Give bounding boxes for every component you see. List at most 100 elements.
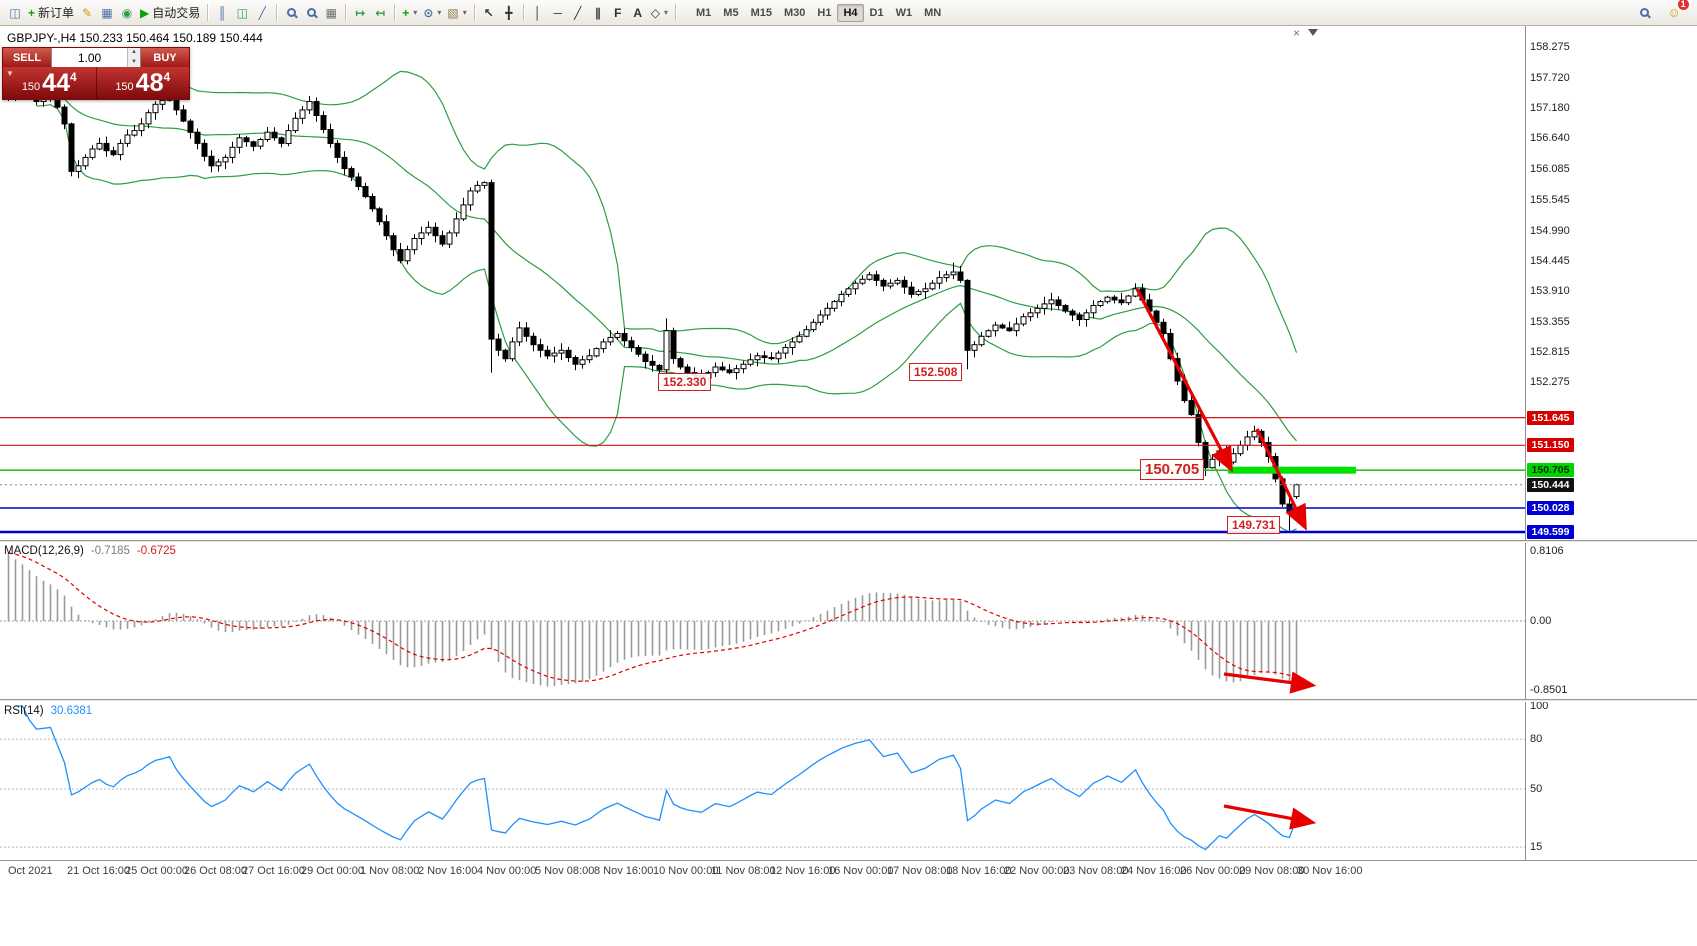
- buy-price-base: 150: [115, 80, 134, 93]
- macd-indicator-canvas[interactable]: [0, 543, 1525, 699]
- timeframe-d1-button[interactable]: D1: [869, 6, 884, 19]
- cursor-button[interactable]: ↖: [479, 3, 499, 23]
- vertical-line-button[interactable]: │: [528, 3, 548, 23]
- periods-button[interactable]: ⊙ ▾: [420, 3, 444, 23]
- tile-windows-button[interactable]: ▦: [321, 3, 341, 23]
- buy-button[interactable]: BUY: [141, 48, 189, 67]
- rsi-indicator-canvas[interactable]: [0, 702, 1525, 860]
- pane-divider[interactable]: [0, 699, 1697, 702]
- timeframe-h1-button[interactable]: H1: [817, 6, 832, 19]
- price-level-badge[interactable]: 150.444: [1527, 478, 1574, 492]
- timeframe-m15-button[interactable]: M15: [750, 6, 772, 19]
- autotrading-button[interactable]: ▶ 自动交易: [137, 3, 203, 23]
- templates-dropdown-icon[interactable]: ▾: [462, 8, 467, 17]
- drawing-tools-button[interactable]: ◇ ▾: [648, 3, 671, 23]
- metaeditor-button[interactable]: ✎: [77, 3, 97, 23]
- buy-price[interactable]: 150 48 4: [97, 67, 190, 99]
- indicators-list-icon: +: [402, 5, 410, 20]
- pane-divider[interactable]: [0, 540, 1697, 543]
- line-chart-button[interactable]: ╱: [252, 3, 272, 23]
- market-watch-button[interactable]: ▦: [97, 3, 117, 23]
- price-annotation[interactable]: 152.330: [658, 373, 712, 391]
- lot-decrease-icon[interactable]: ▼: [128, 57, 140, 67]
- sell-price[interactable]: 150 44 4: [3, 67, 96, 99]
- bar-chart-button[interactable]: ║: [212, 3, 232, 23]
- toolbar-separator: [675, 4, 676, 21]
- indicators-list-button[interactable]: + ▾: [399, 3, 420, 23]
- main-toolbar: ◫ + 新订单 ✎ ▦ ◉ ▶ 自动交易 ║ ◫ ╱ ▦ ↦ ↤ + ▾ ⊙ ▾ ▧ ▾ ↖ ╋ │ ─ ╱ ∥ F A ◇ ▾ M1 M5 M…: [0, 0, 1697, 26]
- price-level-badge[interactable]: 150.028: [1527, 501, 1574, 515]
- periods-dropdown-icon[interactable]: ▾: [437, 8, 442, 17]
- toolbar-separator: [276, 4, 278, 21]
- text-label-button[interactable]: A: [628, 3, 648, 23]
- price-axis-label: 157.180: [1530, 102, 1570, 114]
- rsi-indicator-label: RSI(14) 30.6381: [4, 705, 92, 717]
- lot-increase-icon[interactable]: ▲: [128, 48, 140, 58]
- price-axis-label: 154.445: [1530, 255, 1570, 267]
- search-button[interactable]: [1634, 3, 1654, 23]
- indicators-list-dropdown-icon[interactable]: ▾: [413, 8, 418, 17]
- sell-button[interactable]: SELL: [3, 48, 51, 67]
- price-divider: [95, 67, 97, 99]
- price-level-badge[interactable]: 149.599: [1527, 525, 1574, 539]
- text-label-icon: A: [633, 5, 643, 20]
- time-axis[interactable]: Oct 2021 21 Oct 16:00 25 Oct 00:00 26 Oct 0…: [0, 860, 1697, 880]
- price-level-badge[interactable]: 151.645: [1527, 411, 1574, 425]
- rsi-value: 30.6381: [50, 705, 93, 717]
- time-axis-label: 10 Nov 00:00: [653, 865, 719, 877]
- panel-collapse-icon[interactable]: ▼: [6, 69, 14, 78]
- price-chart-canvas[interactable]: [0, 26, 1525, 540]
- rsi-axis-label: 15: [1530, 841, 1543, 853]
- price-annotation[interactable]: 149.731: [1227, 516, 1281, 534]
- chart-shift-marker[interactable]: [1308, 29, 1318, 36]
- timeframe-m30-button[interactable]: M30: [783, 6, 806, 19]
- auto-scroll-button[interactable]: ↦: [350, 3, 370, 23]
- timeframe-mn-button[interactable]: MN: [924, 6, 942, 19]
- price-annotation[interactable]: 150.705: [1140, 459, 1205, 480]
- time-axis-label: 26 Nov 00:00: [1180, 865, 1246, 877]
- sell-price-base: 150: [21, 80, 41, 93]
- new-order-button[interactable]: + 新订单: [25, 3, 77, 23]
- toolbar-separator: [473, 4, 475, 21]
- price-level-badge[interactable]: 150.705: [1527, 463, 1574, 477]
- price-axis-label: 153.355: [1530, 316, 1570, 328]
- rsi-axis-label: 100: [1530, 700, 1549, 712]
- time-axis-label: Oct 2021: [8, 865, 53, 877]
- horizontal-line-button[interactable]: ─: [548, 3, 568, 23]
- templates-button[interactable]: ▧ ▾: [444, 3, 469, 23]
- lot-spinner[interactable]: ▲ ▼: [127, 48, 140, 67]
- chart-window: 158.275 157.720 157.180 156.640 156.085 155.5…: [0, 26, 1697, 946]
- community-button[interactable]: ☺ 1: [1664, 0, 1689, 23]
- price-level-badge[interactable]: 151.150: [1527, 438, 1574, 452]
- lot-size-field[interactable]: ▲ ▼: [51, 48, 141, 67]
- zoom-in-icon: [286, 8, 296, 17]
- price-axis[interactable]: 158.275 157.720 157.180 156.640 156.085 155.5…: [1525, 26, 1697, 860]
- crosshair-button[interactable]: ╋: [499, 3, 519, 23]
- lot-size-input[interactable]: [52, 48, 127, 67]
- fibonacci-retracement-button[interactable]: F: [608, 3, 628, 23]
- timeframe-m5-button[interactable]: M5: [723, 6, 739, 19]
- toolbar-separator: [522, 4, 524, 21]
- buy-price-pips: 48: [135, 69, 164, 97]
- toolbar-separator: [345, 4, 347, 21]
- navigator-button[interactable]: ◉: [117, 3, 137, 23]
- chart-shift-button[interactable]: ↤: [370, 3, 390, 23]
- price-annotation[interactable]: 152.508: [909, 363, 963, 381]
- drawing-tools-dropdown-icon[interactable]: ▾: [663, 8, 668, 17]
- chart-ohlc-label: GBPJPY-,H4 150.233 150.464 150.189 150.4…: [7, 31, 263, 45]
- close-icon[interactable]: ×: [1293, 26, 1301, 40]
- timeframe-h4-button[interactable]: H4: [837, 3, 864, 22]
- timeframe-m1-button[interactable]: M1: [696, 6, 712, 19]
- zoom-in-button[interactable]: [281, 3, 301, 23]
- candlestick-chart-button[interactable]: ◫: [232, 3, 252, 23]
- new-chart-button[interactable]: ◫: [5, 3, 25, 23]
- trendline-button[interactable]: ╱: [568, 3, 588, 23]
- timeframe-w1-button[interactable]: W1: [895, 6, 913, 19]
- equidistant-channel-button[interactable]: ∥: [588, 3, 608, 23]
- time-axis-label: 16 Nov 00:00: [828, 865, 894, 877]
- zoom-out-icon: [306, 8, 316, 17]
- time-axis-label: 5 Nov 08:00: [535, 865, 595, 877]
- market-watch-icon: ▦: [101, 5, 113, 20]
- annotation-layer: 152.330 152.508 150.705 149.731: [0, 26, 1525, 540]
- zoom-out-button[interactable]: [301, 3, 321, 23]
